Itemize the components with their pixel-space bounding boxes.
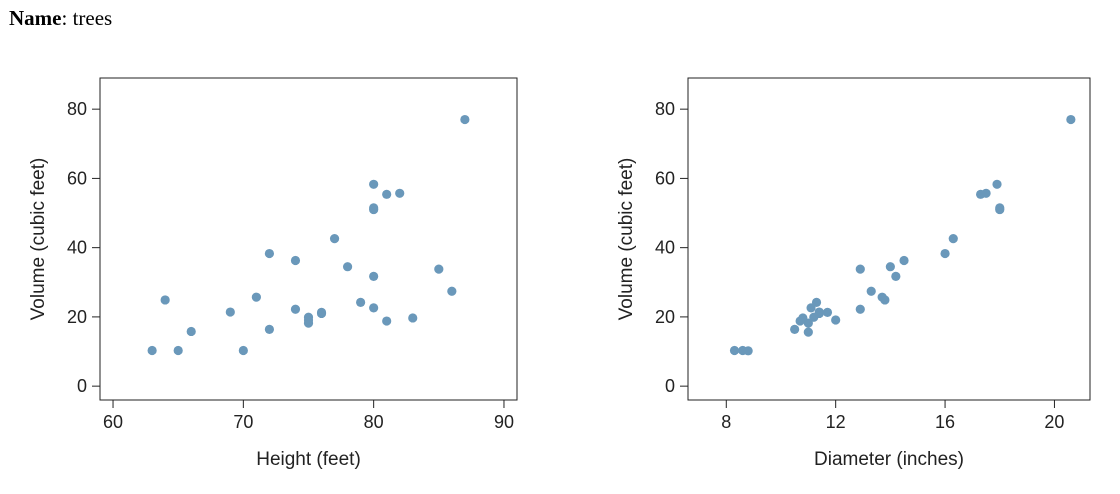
chart1-x-axis-label: Height (feet) [256, 449, 361, 470]
chart1-data-point [251, 292, 261, 302]
chart1-data-point [395, 188, 405, 198]
chart2-x-axis-label: Diameter (inches) [814, 449, 964, 470]
chart1-data-point [160, 295, 170, 305]
chart1-data-point [238, 345, 248, 356]
chart2-xtick-label: 8 [721, 412, 731, 432]
chart2-data-point [729, 345, 740, 356]
chart1-ytick-label: 40 [67, 238, 87, 258]
name-header: Name: trees [9, 6, 113, 30]
chart1-data-point [264, 248, 275, 259]
chart2-data-point [866, 286, 876, 296]
chart1-xtick-label: 80 [364, 412, 384, 432]
chart1-data-point [369, 204, 379, 215]
chart2-data-point [880, 295, 890, 305]
chart1-data-point [460, 114, 470, 125]
chart2-ytick-label: 40 [655, 238, 675, 258]
chart1-data-point [356, 297, 366, 307]
chart1-data-point [369, 179, 379, 189]
chart2-data-point [803, 327, 813, 337]
chart1-data-point [173, 345, 183, 356]
chart1-data-point [434, 264, 444, 274]
chart2-xtick-label: 20 [1044, 412, 1064, 432]
chart2-data-point [885, 262, 895, 272]
chart2-data-point [1066, 114, 1076, 125]
chart2-ytick-label: 0 [665, 376, 675, 396]
chart1-xtick-label: 70 [233, 412, 253, 432]
chart2-data-point [822, 307, 833, 318]
chart1-data-point [369, 303, 379, 313]
chart2-ytick-label: 20 [655, 307, 675, 327]
chart2-y-axis-label: Volume (cubic feet) [616, 158, 637, 321]
chart1-data-point [290, 304, 301, 314]
chart2-data-point [940, 248, 950, 259]
chart1-xtick-label: 60 [103, 412, 123, 432]
chart1-data-point [264, 324, 275, 334]
chart1-y-axis-label: Volume (cubic feet) [28, 158, 49, 321]
chart2-data-point [803, 318, 813, 328]
chart2-data-point [790, 324, 800, 334]
chart1-data-point [342, 262, 353, 272]
chart1-data-point [329, 234, 340, 244]
chart2-data-point [981, 188, 991, 198]
chart1-ytick-label: 80 [67, 99, 87, 119]
chart1-data-point [447, 286, 457, 296]
chart2-data-point [992, 179, 1002, 189]
name-value: trees [72, 6, 113, 30]
chart2-xtick-label: 16 [935, 412, 955, 432]
chart1-data-point [382, 189, 392, 199]
chart1-data-point [186, 326, 196, 337]
chart1-frame [99, 77, 518, 401]
chart1-data-point [408, 313, 418, 323]
chart1-data-point [303, 318, 314, 328]
chart1-ytick-label: 60 [67, 168, 87, 188]
chart1-data-point [382, 316, 392, 326]
chart1-xtick-label: 90 [494, 412, 514, 432]
chart2-data-point [855, 264, 865, 274]
chart2-data-point [891, 271, 901, 281]
chart1-data-point [369, 271, 379, 281]
chart2-data-point [831, 315, 841, 325]
name-label: Name [9, 6, 62, 30]
chart1-ytick-label: 20 [67, 307, 87, 327]
chart2-data-point [855, 304, 865, 314]
chart1-ytick-label: 0 [77, 376, 87, 396]
chart1-data-point [316, 308, 327, 319]
chart2-data-point [948, 234, 958, 244]
chart2-frame [687, 77, 1091, 401]
chart2-data-point [743, 346, 753, 356]
chart2-data-point [995, 204, 1005, 215]
chart2-ytick-label: 60 [655, 168, 675, 188]
chart2-ytick-label: 80 [655, 99, 675, 119]
chart2-data-point [814, 307, 824, 317]
chart1-data-point [147, 345, 157, 356]
chart2-data-point [811, 297, 822, 307]
chart1-data-point [290, 255, 301, 266]
chart2-data-point [899, 255, 909, 266]
chart1-data-point [225, 307, 235, 317]
chart2-xtick-label: 12 [826, 412, 846, 432]
